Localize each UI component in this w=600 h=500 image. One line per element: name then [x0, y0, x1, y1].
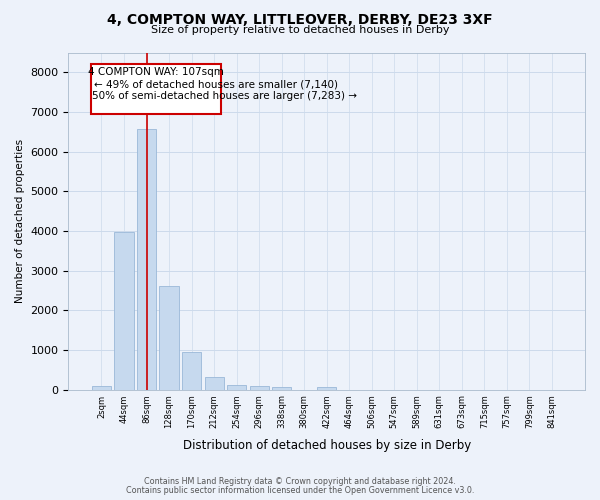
Bar: [137, 128, 156, 390]
Bar: [205, 377, 224, 390]
Text: 4, COMPTON WAY, LITTLEOVER, DERBY, DE23 3XF: 4, COMPTON WAY, LITTLEOVER, DERBY, DE23 …: [107, 12, 493, 26]
Bar: [227, 385, 246, 390]
Bar: [160, 286, 179, 390]
X-axis label: Distribution of detached houses by size in Derby: Distribution of detached houses by size …: [182, 440, 471, 452]
Text: Contains public sector information licensed under the Open Government Licence v3: Contains public sector information licen…: [126, 486, 474, 495]
Text: 4 COMPTON WAY: 107sqm: 4 COMPTON WAY: 107sqm: [88, 67, 224, 77]
Text: Contains HM Land Registry data © Crown copyright and database right 2024.: Contains HM Land Registry data © Crown c…: [144, 477, 456, 486]
Bar: [250, 386, 269, 390]
Bar: [115, 232, 134, 390]
Bar: [317, 387, 336, 390]
FancyBboxPatch shape: [91, 64, 221, 114]
Y-axis label: Number of detached properties: Number of detached properties: [15, 139, 25, 303]
Bar: [272, 387, 291, 390]
Bar: [92, 386, 111, 390]
Text: ← 49% of detached houses are smaller (7,140): ← 49% of detached houses are smaller (7,…: [94, 79, 338, 89]
Text: Size of property relative to detached houses in Derby: Size of property relative to detached ho…: [151, 25, 449, 35]
Text: 50% of semi-detached houses are larger (7,283) →: 50% of semi-detached houses are larger (…: [92, 92, 357, 102]
Bar: [182, 352, 201, 390]
